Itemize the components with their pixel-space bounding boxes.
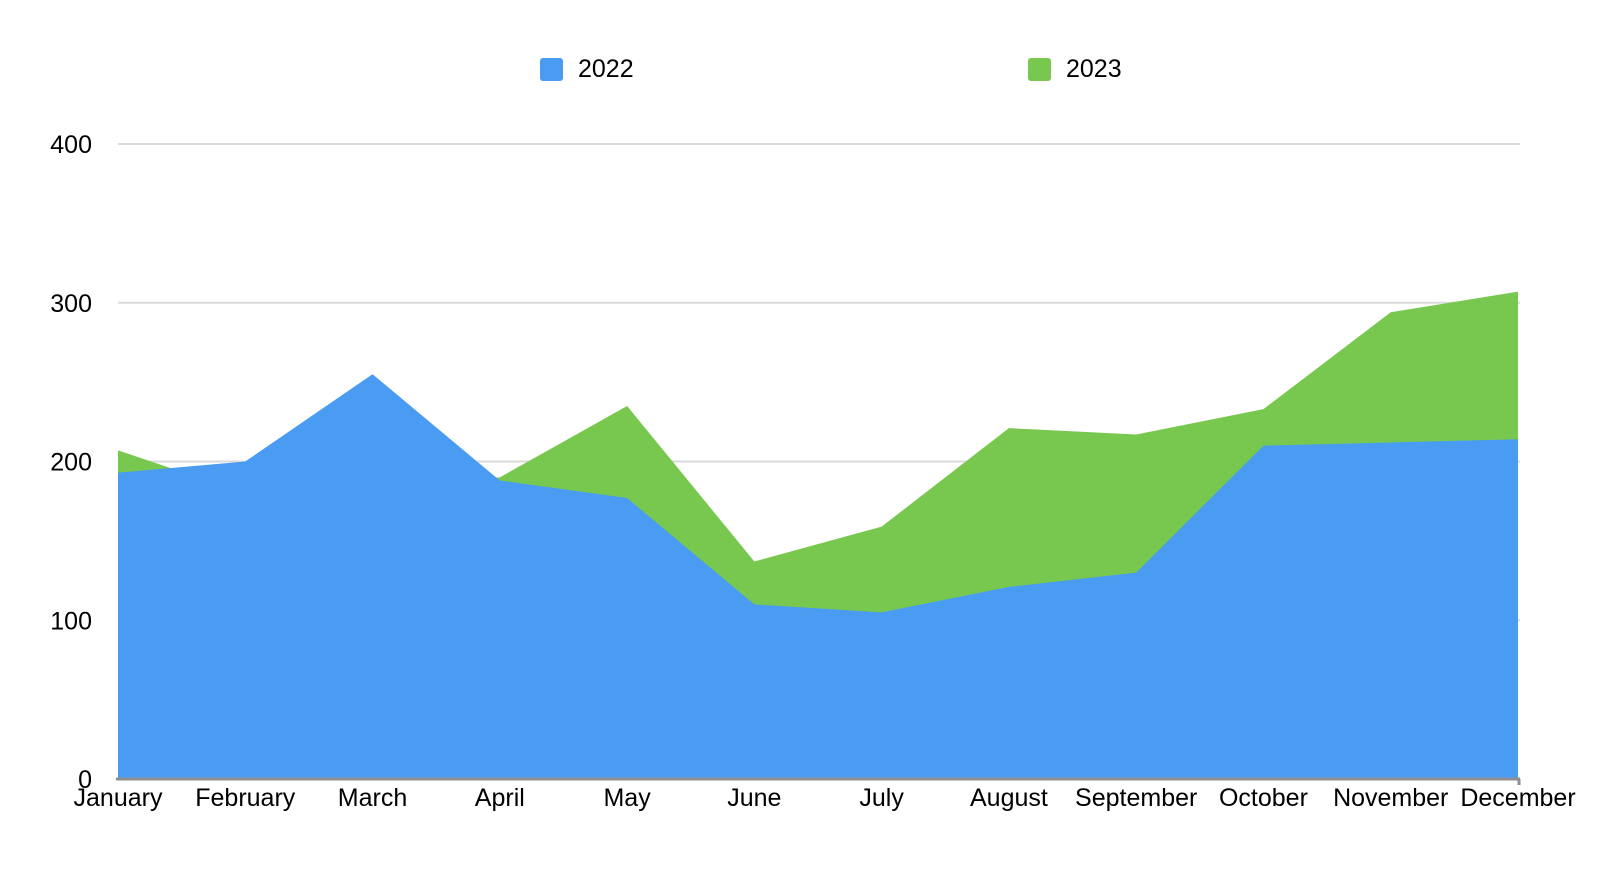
y-axis-label-0: 0 xyxy=(78,766,92,794)
x-axis xyxy=(116,777,1521,785)
x-axis-label-august: August xyxy=(970,784,1048,812)
x-axis-label-december: December xyxy=(1460,784,1575,812)
area-series-group xyxy=(118,291,1518,779)
x-axis-label-april: April xyxy=(475,784,525,812)
x-axis-label-june: June xyxy=(727,784,781,812)
y-axis-labels: 0 100 200 300 400 xyxy=(50,131,92,794)
x-axis-labels: January February March April May June July Augu… xyxy=(74,784,1576,812)
x-axis-label-october: October xyxy=(1219,784,1308,812)
x-axis-label-february: February xyxy=(195,784,296,812)
legend-item-2023[interactable]: 2023 xyxy=(1028,56,1122,82)
x-axis-label-may: May xyxy=(603,784,651,812)
legend-swatch-2022-icon xyxy=(540,57,563,81)
y-axis-label-400: 400 xyxy=(50,131,92,159)
x-axis-label-july: July xyxy=(859,784,904,812)
area-series-2022[interactable] xyxy=(118,374,1518,779)
legend-swatch-2023-icon xyxy=(1028,57,1051,81)
legend-label-2023: 2023 xyxy=(1066,55,1122,83)
y-axis-label-200: 200 xyxy=(50,449,92,477)
x-axis-label-september: September xyxy=(1075,784,1197,812)
x-axis-label-january: January xyxy=(74,784,163,812)
x-axis-label-november: November xyxy=(1333,784,1448,812)
legend-item-2022[interactable]: 2022 xyxy=(540,56,634,82)
chart-legend: 2022 2023 xyxy=(0,56,1600,84)
y-axis-label-100: 100 xyxy=(50,607,92,635)
x-axis-label-march: March xyxy=(338,784,407,812)
y-axis-label-300: 300 xyxy=(50,290,92,318)
legend-label-2022: 2022 xyxy=(578,55,634,83)
